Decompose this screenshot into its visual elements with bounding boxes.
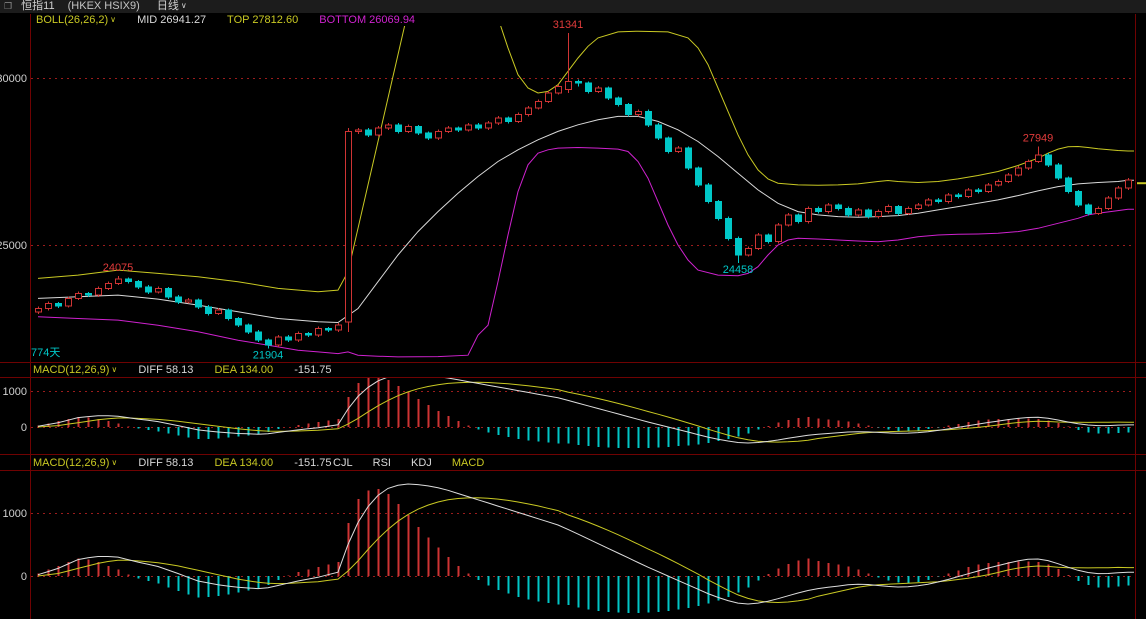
macd-dea-value: DEA 134.00 [214,364,274,376]
macd-dea-value: DEA 134.00 [214,457,274,469]
days-counter: 774天 [31,347,61,359]
svg-text:0: 0 [21,571,27,583]
period-selector[interactable]: 日线 ∨ [157,0,187,12]
symbol-code: (HKEX HSIX9) [67,0,140,12]
chevron-down-icon: ∨ [111,458,118,467]
svg-text:30000: 30000 [0,73,27,85]
symbol-name: 恒指11 [21,0,55,12]
macd-hist-value: -151.75 [294,457,332,469]
tab-cjl[interactable]: CJL [333,457,353,469]
svg-text:21904: 21904 [253,349,284,361]
macd-diff-value: DIFF 58.13 [138,457,194,469]
macd-diff-value: DIFF 58.13 [138,364,194,376]
svg-text:31341: 31341 [553,19,584,31]
chevron-down-icon: ∨ [110,15,117,24]
boll-top-value: TOP 27812.60 [227,14,299,26]
macd-selector[interactable]: MACD(12,26,9) ∨ [33,457,118,469]
macd-indicator-header-2: MACD(12,26,9) ∨ DIFF 58.13 DEA 134.00 -15… [33,457,1133,470]
macd-selector[interactable]: MACD(12,26,9) ∨ [33,364,118,376]
svg-text:24458: 24458 [723,264,754,276]
tab-rsi[interactable]: RSI [372,457,391,469]
svg-text:0: 0 [21,422,27,434]
svg-text:24075: 24075 [103,262,134,274]
tab-kdj[interactable]: KDJ [411,457,432,469]
window-restore-icon: ❐ [4,1,13,11]
svg-text:1000: 1000 [3,508,27,520]
boll-selector[interactable]: BOLL(26,26,2) ∨ [36,14,117,26]
boll-indicator-header: BOLL(26,26,2) ∨ MID 26941.27 TOP 27812.60… [36,14,415,27]
titlebar: ❐ 恒指11 (HKEX HSIX9) 日线 ∨ [0,0,1146,13]
boll-mid-value: MID 26941.27 [137,14,207,26]
indicator-tabs: CJL RSI KDJ MACD [333,457,501,470]
svg-text:1000: 1000 [3,386,27,398]
period-label: 日线 [156,0,179,12]
boll-bottom-value: BOTTOM 26069.94 [319,14,416,26]
chevron-down-icon: ∨ [111,365,118,374]
tab-macd[interactable]: MACD [451,457,485,469]
chevron-down-icon: ∨ [180,1,187,10]
svg-text:27949: 27949 [1023,133,1054,145]
macd-indicator-header-1: MACD(12,26,9) ∨ DIFF 58.13 DEA 134.00 -15… [33,364,332,377]
macd-hist-value: -151.75 [294,364,332,376]
svg-text:25000: 25000 [0,240,27,252]
